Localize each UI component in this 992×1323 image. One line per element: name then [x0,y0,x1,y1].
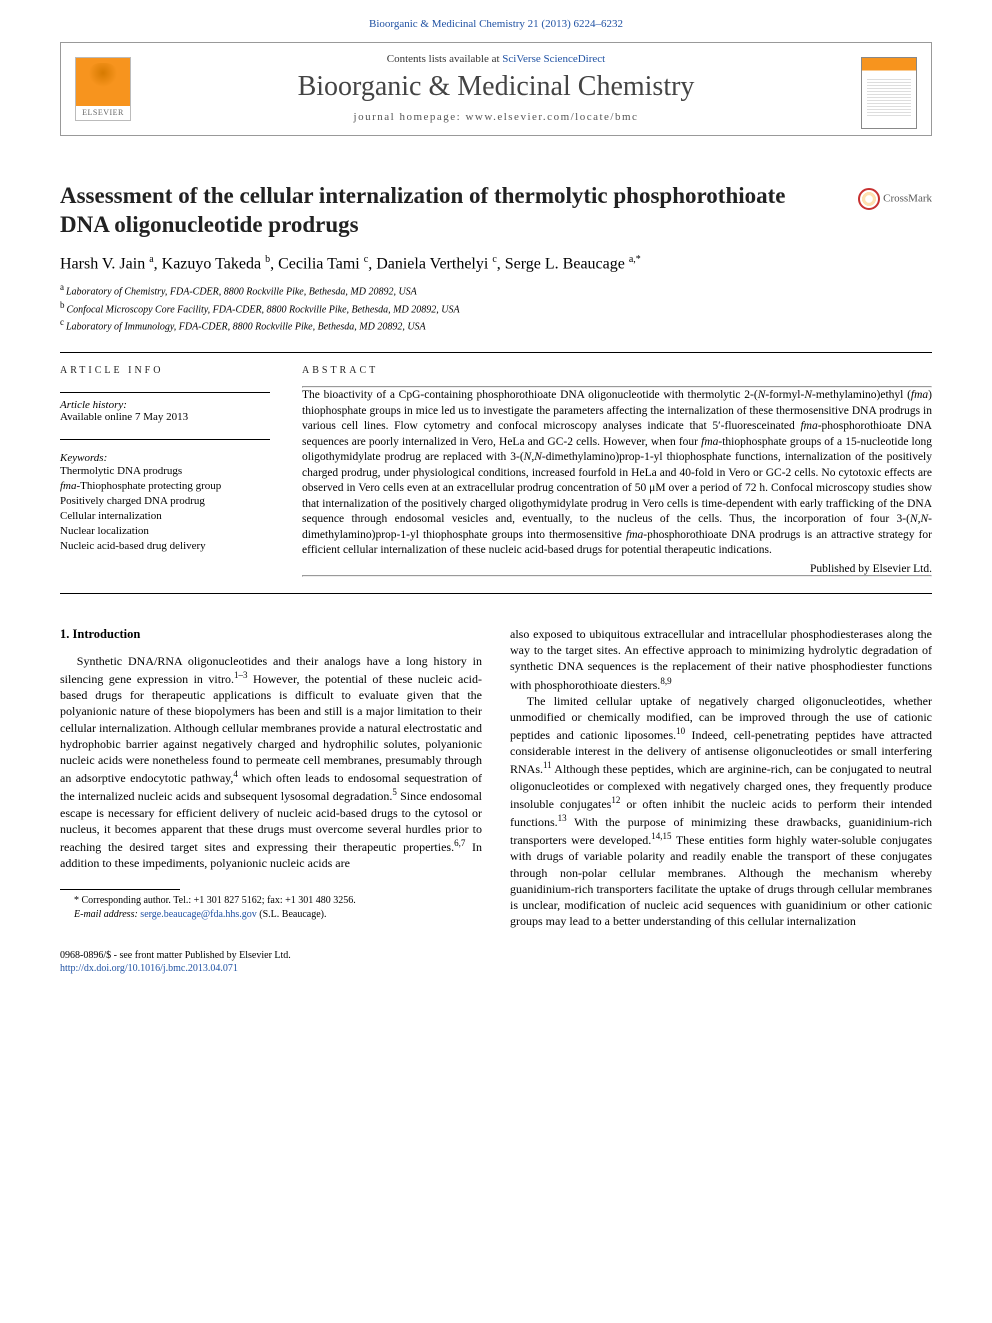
divider [302,575,932,577]
body-text: 1. Introduction Synthetic DNA/RNA oligon… [60,604,932,929]
authors-line: Harsh V. Jain a, Kazuyo Takeda b, Cecili… [60,254,932,281]
doi-link[interactable]: http://dx.doi.org/10.1016/j.bmc.2013.04.… [60,963,238,974]
journal-info-box: ELSEVIER Contents lists available at Sci… [60,42,932,136]
affiliations: aLaboratory of Chemistry, FDA-CDER, 8800… [60,281,932,342]
keyword: Nuclear localization [60,524,270,539]
body-paragraph: also exposed to ubiquitous extracellular… [510,626,932,693]
corresponding-author-footnote: * Corresponding author. Tel.: +1 301 827… [60,894,482,921]
article-title: Assessment of the cellular internalizati… [60,164,932,254]
body-paragraph: The limited cellular uptake of negativel… [510,693,932,930]
abstract-text: The bioactivity of a CpG-containing phos… [302,388,932,559]
keyword: Positively charged DNA prodrug [60,494,270,509]
citation-header: Bioorganic & Medicinal Chemistry 21 (201… [0,0,992,36]
abstract-heading: ABSTRACT [302,365,932,386]
divider [60,439,270,440]
page-footer: 0968-0896/$ - see front matter Published… [0,929,992,985]
divider [60,392,270,393]
homepage-url[interactable]: www.elsevier.com/locate/bmc [465,111,638,123]
keywords-list: Thermolytic DNA prodrugs fma-Thiophospha… [60,464,270,553]
divider [60,352,932,353]
article-info-column: ARTICLE INFO Article history: Available … [60,365,270,577]
journal-name: Bioorganic & Medicinal Chemistry [61,69,931,111]
article-info-heading: ARTICLE INFO [60,365,270,386]
abstract-column: ABSTRACT The bioactivity of a CpG-contai… [302,365,932,577]
journal-homepage: journal homepage: www.elsevier.com/locat… [61,111,931,135]
front-matter-line: 0968-0896/$ - see front matter Published… [60,949,932,962]
divider [60,593,932,594]
section-heading: 1. Introduction [60,626,482,653]
crossmark-badge[interactable]: CrossMark [858,188,932,210]
keywords-label: Keywords: [60,446,270,464]
crossmark-icon [858,188,880,210]
keyword: Nucleic acid-based drug delivery [60,539,270,554]
history-label: Article history: [60,399,270,411]
published-by: Published by Elsevier Ltd. [302,559,932,575]
corresponding-email-link[interactable]: serge.beaucage@fda.hhs.gov [140,909,256,920]
sciencedirect-link[interactable]: SciVerse ScienceDirect [502,53,605,65]
keyword: Cellular internalization [60,509,270,524]
keyword: fma-Thiophosphate protecting group [60,479,270,494]
body-paragraph: Synthetic DNA/RNA oligonucleotides and t… [60,653,482,871]
contents-available-line: Contents lists available at SciVerse Sci… [61,43,931,69]
keyword: Thermolytic DNA prodrugs [60,464,270,479]
history-value: Available online 7 May 2013 [60,411,270,433]
elsevier-logo: ELSEVIER [75,57,131,121]
journal-cover-thumbnail [861,57,917,129]
footnote-rule [60,889,180,890]
